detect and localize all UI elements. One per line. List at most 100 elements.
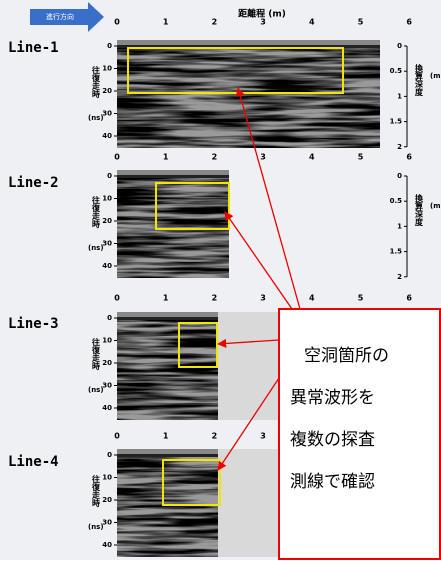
y-tick-label: 0 xyxy=(107,451,112,459)
annotation-arrow xyxy=(235,87,301,310)
depth-tick-label: 1.5 xyxy=(390,248,403,256)
y-tick-label: 40 xyxy=(102,541,112,549)
y-tick-label: 30 xyxy=(102,519,112,527)
line-label: Line-4 xyxy=(8,454,59,470)
depth-tick-label: 0.5 xyxy=(390,67,403,75)
depth-tick-label: 2 xyxy=(397,273,402,281)
y-tick-label: 20 xyxy=(102,359,112,367)
annotation-text: 測線で確認 xyxy=(290,472,375,492)
surface-band xyxy=(117,40,380,45)
depth-tick-label: 0 xyxy=(397,42,402,50)
y-tick-label: 0 xyxy=(107,314,112,322)
x-tick-label: 5 xyxy=(358,18,364,27)
y-tick-label: 10 xyxy=(102,65,112,73)
y-tick-label: 20 xyxy=(102,217,112,225)
x-tick-label: 1 xyxy=(163,18,169,27)
x-tick-label: 1 xyxy=(163,294,169,303)
y-unit: (ns) xyxy=(88,386,104,394)
y-tick-label: 30 xyxy=(102,240,112,248)
depth-label: 換算深度 xyxy=(414,193,424,227)
annotation-arrow xyxy=(217,338,280,349)
y-tick-label: 20 xyxy=(102,496,112,504)
radargram xyxy=(117,320,218,420)
x-tick-label: 1 xyxy=(163,153,169,162)
y-tick-label: 10 xyxy=(102,474,112,482)
x-tick-label: 0 xyxy=(114,432,120,441)
x-tick-label: 2 xyxy=(212,432,218,441)
y-unit: (ns) xyxy=(88,244,104,252)
x-tick-label: 6 xyxy=(406,18,412,27)
depth-tick-label: 0 xyxy=(397,172,402,180)
annotation-arrow xyxy=(224,211,293,310)
line-label: Line-2 xyxy=(8,175,59,191)
y-unit: (ns) xyxy=(88,114,104,122)
x-tick-label: 4 xyxy=(309,153,315,162)
x-tick-label: 5 xyxy=(358,294,364,303)
depth-tick-label: 1 xyxy=(397,92,402,100)
line-label: Line-1 xyxy=(8,40,59,56)
x-tick-label: 5 xyxy=(358,153,364,162)
depth-tick-label: 1.5 xyxy=(390,118,403,126)
y-tick-label: 40 xyxy=(102,132,112,140)
x-tick-label: 3 xyxy=(260,294,266,303)
anomaly-box xyxy=(155,182,230,230)
x-tick-label: 4 xyxy=(309,294,315,303)
y-tick-label: 20 xyxy=(102,87,112,95)
anomaly-box xyxy=(162,459,221,506)
y-tick-label: 40 xyxy=(102,262,112,270)
surface-band xyxy=(117,170,229,175)
x-tick-label: 0 xyxy=(114,18,120,27)
x-tick-label: 3 xyxy=(260,153,266,162)
direction-arrow xyxy=(30,2,104,32)
surface-band xyxy=(117,454,218,457)
x-tick-label: 6 xyxy=(406,153,412,162)
panels: Line-10 1 2 3 4 5 6010203040往復走時(ns)00.511.52換… xyxy=(8,18,441,560)
surface-band xyxy=(117,449,218,454)
anomaly-box xyxy=(127,47,344,94)
depth-unit: (m) xyxy=(430,202,441,210)
y-tick-label: 30 xyxy=(102,382,112,390)
surface-band xyxy=(117,312,218,317)
x-tick-label: 3 xyxy=(260,432,266,441)
x-axis-label: 距離程 (m) xyxy=(238,8,286,20)
x-tick-label: 4 xyxy=(309,18,315,27)
x-tick-label: 0 xyxy=(114,153,120,162)
y-tick-label: 0 xyxy=(107,172,112,180)
y-label: 往復走時 xyxy=(91,337,101,371)
y-tick-label: 10 xyxy=(102,337,112,345)
y-tick-label: 0 xyxy=(107,42,112,50)
annotation-arrow xyxy=(217,377,280,471)
y-label: 往復走時 xyxy=(91,474,101,508)
anomaly-box xyxy=(178,322,218,368)
annotation-text: 異常波形を xyxy=(290,388,375,408)
y-tick-label: 10 xyxy=(102,195,112,203)
radargram xyxy=(117,48,380,148)
direction-label: 進行方向 xyxy=(46,12,74,21)
surface-band xyxy=(117,175,229,178)
surface-band xyxy=(117,45,380,48)
x-tick-label: 2 xyxy=(212,294,218,303)
x-tick-label: 2 xyxy=(212,153,218,162)
y-unit: (ns) xyxy=(88,523,104,531)
x-tick-label: 2 xyxy=(212,18,218,27)
x-tick-label: 3 xyxy=(260,18,266,27)
line-label: Line-3 xyxy=(8,316,59,332)
annotation-box xyxy=(278,308,441,560)
surface-band xyxy=(117,317,218,320)
y-tick-label: 30 xyxy=(102,110,112,118)
depth-unit: (m) xyxy=(430,72,441,80)
x-tick-label: 1 xyxy=(163,432,169,441)
annotation-text: 空洞箇所の xyxy=(304,346,389,366)
y-tick-label: 40 xyxy=(102,404,112,412)
depth-label: 換算深度 xyxy=(414,63,424,97)
depth-tick-label: 0.5 xyxy=(390,197,403,205)
depth-tick-label: 1 xyxy=(397,222,402,230)
depth-tick-label: 2 xyxy=(397,143,402,151)
annotation-text: 複数の探査 xyxy=(290,430,375,450)
radargram xyxy=(117,457,218,557)
y-label: 往復走時 xyxy=(91,65,101,99)
x-tick-label: 0 xyxy=(114,294,120,303)
